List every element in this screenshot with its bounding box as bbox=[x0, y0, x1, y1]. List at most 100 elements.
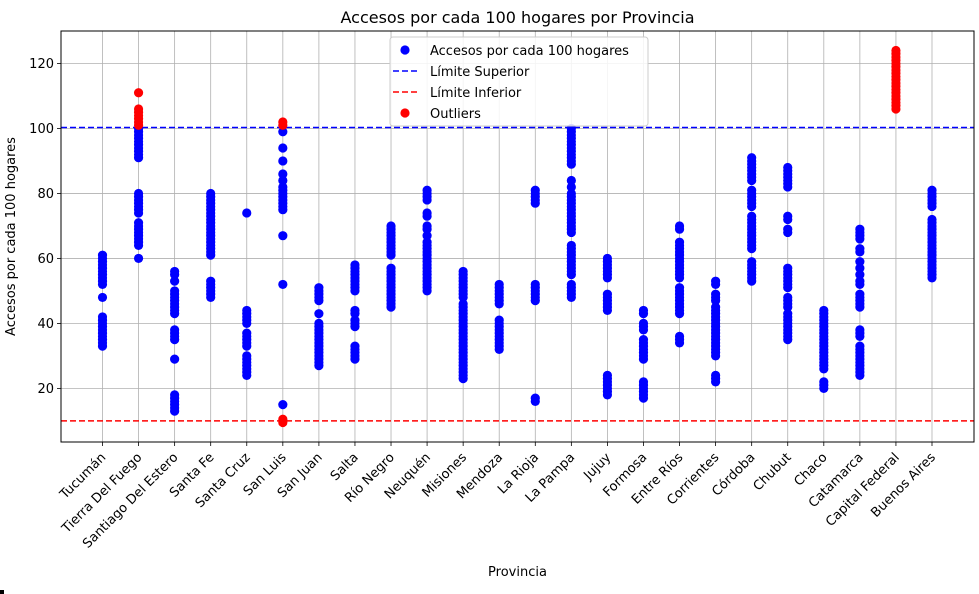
data-point bbox=[278, 169, 288, 179]
data-point bbox=[170, 406, 180, 416]
x-tick-label: Buenos Aires bbox=[868, 450, 939, 521]
data-point bbox=[602, 273, 613, 283]
data-point bbox=[566, 182, 576, 192]
data-point bbox=[494, 299, 504, 309]
data-point bbox=[855, 279, 865, 290]
data-point bbox=[170, 335, 180, 345]
data-point bbox=[638, 393, 649, 403]
y-tick-label: 60 bbox=[37, 252, 54, 267]
data-point bbox=[855, 370, 865, 380]
data-point bbox=[638, 309, 649, 319]
data-point bbox=[855, 234, 865, 244]
data-point bbox=[494, 344, 504, 355]
data-point bbox=[530, 198, 540, 208]
data-point bbox=[566, 270, 576, 280]
x-axis-label: Provincia bbox=[488, 565, 547, 580]
data-point bbox=[747, 201, 757, 212]
limit-lines bbox=[61, 126, 974, 422]
y-tick-label: 20 bbox=[37, 382, 54, 397]
data-point bbox=[422, 195, 432, 205]
data-point bbox=[566, 292, 576, 303]
legend-label: Límite Superior bbox=[430, 65, 530, 80]
data-point bbox=[674, 338, 685, 348]
y-tick-label: 100 bbox=[29, 122, 54, 137]
data-point bbox=[855, 263, 865, 273]
data-point bbox=[747, 276, 757, 286]
y-tick-label: 120 bbox=[29, 57, 54, 72]
data-point bbox=[422, 224, 432, 234]
data-point bbox=[855, 331, 865, 342]
data-point bbox=[314, 309, 324, 319]
data-point bbox=[783, 214, 793, 225]
data-point bbox=[278, 127, 288, 137]
data-point bbox=[350, 309, 360, 319]
data-point bbox=[674, 309, 685, 319]
data-point bbox=[97, 279, 108, 290]
corner-mark bbox=[0, 590, 4, 594]
data-point bbox=[278, 279, 288, 290]
data-point bbox=[638, 354, 649, 364]
outlier-point bbox=[133, 120, 144, 130]
data-point bbox=[133, 153, 144, 163]
scatter-points bbox=[97, 45, 937, 428]
data-point bbox=[819, 364, 829, 374]
data-point bbox=[711, 377, 721, 387]
data-point bbox=[278, 156, 288, 166]
data-point bbox=[170, 354, 180, 364]
y-axis-ticks: 20 40 60 80 100 120 bbox=[29, 57, 61, 397]
x-tick-label: Jujuy bbox=[581, 450, 615, 484]
data-point bbox=[783, 182, 793, 192]
y-axis-label: Accesos por cada 100 hogares bbox=[4, 137, 19, 336]
data-point bbox=[242, 370, 252, 380]
data-point bbox=[422, 211, 432, 221]
data-point bbox=[350, 286, 360, 296]
data-point bbox=[927, 273, 937, 283]
data-point bbox=[278, 231, 288, 241]
data-point bbox=[530, 396, 540, 406]
data-point bbox=[386, 250, 396, 260]
legend: Accesos por cada 100 hogares Límite Super… bbox=[389, 36, 649, 127]
legend-label: Outliers bbox=[430, 107, 481, 122]
data-point bbox=[855, 270, 865, 280]
data-point bbox=[855, 247, 865, 257]
data-point bbox=[278, 400, 288, 410]
legend-marker bbox=[400, 45, 410, 55]
outlier-point bbox=[133, 88, 144, 98]
data-point bbox=[783, 335, 793, 345]
x-tick-label: Chubut bbox=[751, 450, 795, 494]
plot-frame bbox=[60, 30, 975, 443]
data-point bbox=[674, 273, 685, 283]
data-point bbox=[422, 286, 432, 296]
data-point bbox=[133, 208, 144, 218]
legend-label: Accesos por cada 100 hogares bbox=[430, 44, 629, 59]
legend-label: Límite Inferior bbox=[430, 86, 522, 101]
data-point bbox=[170, 309, 180, 319]
data-point bbox=[314, 296, 324, 306]
data-point bbox=[350, 354, 360, 364]
data-point bbox=[638, 325, 649, 335]
data-point bbox=[314, 361, 324, 371]
data-point bbox=[242, 208, 252, 218]
data-point bbox=[206, 250, 216, 260]
data-point bbox=[278, 143, 288, 153]
data-point bbox=[566, 175, 576, 186]
data-point bbox=[602, 305, 613, 316]
data-point bbox=[566, 227, 576, 238]
data-point bbox=[97, 292, 108, 303]
data-point bbox=[278, 175, 288, 186]
data-point bbox=[783, 227, 793, 238]
data-point bbox=[170, 276, 180, 286]
data-point bbox=[747, 244, 757, 254]
data-point bbox=[133, 253, 144, 264]
data-point bbox=[711, 296, 721, 306]
data-point bbox=[602, 390, 613, 400]
outlier-point bbox=[278, 120, 288, 130]
data-point bbox=[783, 283, 793, 293]
data-point bbox=[566, 159, 576, 169]
data-point bbox=[97, 341, 108, 351]
data-point bbox=[927, 201, 937, 212]
data-point bbox=[458, 374, 468, 384]
data-point bbox=[350, 322, 360, 332]
